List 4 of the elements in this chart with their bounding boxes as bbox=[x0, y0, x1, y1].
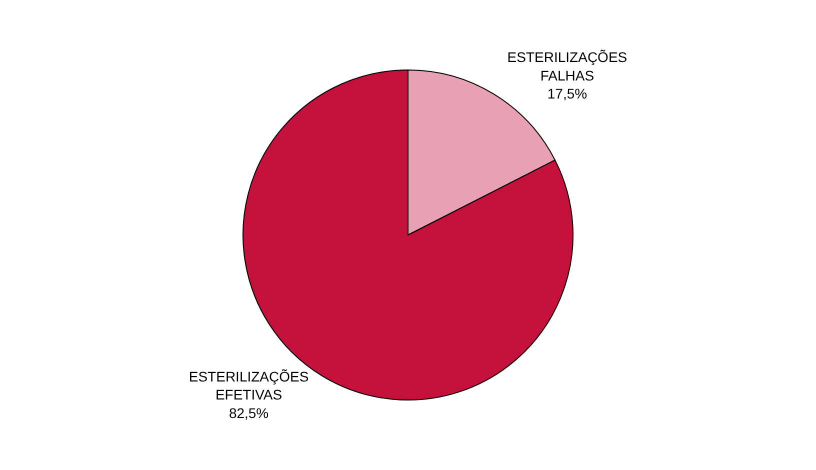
data-label: 82,5% bbox=[228, 404, 269, 421]
slice-label: ESTERILIZAÇÕES EFETIVAS bbox=[188, 368, 309, 403]
data-label: 17,5% bbox=[547, 85, 588, 102]
slice-label: ESTERILIZAÇÕES FALHAS bbox=[507, 49, 628, 84]
